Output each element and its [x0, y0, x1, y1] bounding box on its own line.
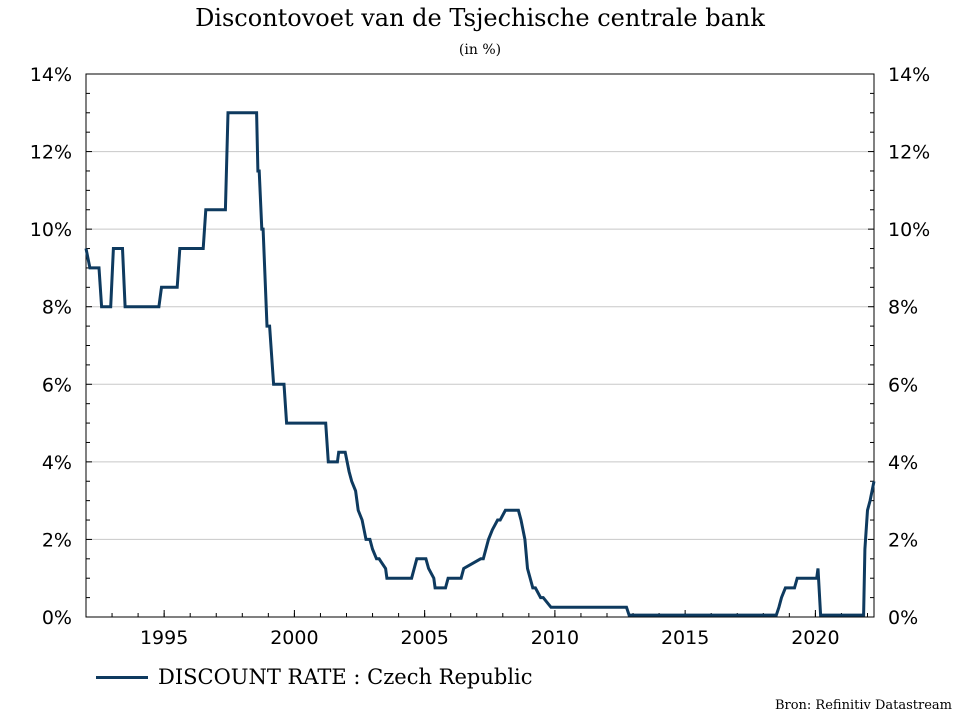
y-tick-label-left: 0% — [42, 607, 72, 629]
legend-label: DISCOUNT RATE : Czech Republic — [158, 665, 533, 689]
y-tick-label-left: 12% — [30, 142, 72, 164]
y-tick-label-right: 0% — [888, 607, 918, 629]
y-tick-label-left: 14% — [30, 64, 72, 86]
axis-ticks — [85, 73, 874, 618]
chart-subtitle: (in %) — [458, 42, 502, 58]
source-note: Bron: Refinitiv Datastream — [774, 698, 952, 713]
y-tick-label-left: 10% — [30, 219, 72, 241]
plot-frame — [85, 73, 875, 618]
y-tick-label-right: 6% — [888, 374, 918, 396]
tick-labels: 0% 0% 2% 2% 4% 4% 6% 6% 8% 8% 10% 10% 12% 12% 14% 14% 19… — [30, 64, 930, 649]
grid-lines — [86, 151, 874, 540]
x-tick-label: 2000 — [270, 627, 318, 649]
y-tick-label-right: 12% — [888, 142, 930, 164]
x-tick-label: 2005 — [400, 627, 448, 649]
x-tick-label: 2020 — [791, 627, 839, 649]
x-tick-label: 2015 — [661, 627, 709, 649]
y-tick-label-right: 14% — [888, 64, 930, 86]
y-tick-label-right: 8% — [888, 297, 918, 319]
y-tick-label-left: 8% — [42, 297, 72, 319]
y-tick-label-left: 6% — [42, 374, 72, 396]
y-tick-label-left: 4% — [42, 452, 72, 474]
y-tick-label-right: 10% — [888, 219, 930, 241]
y-tick-label-right: 2% — [888, 529, 918, 551]
x-tick-label: 2010 — [531, 627, 579, 649]
y-tick-label-right: 4% — [888, 452, 918, 474]
legend: DISCOUNT RATE : Czech Republic — [96, 662, 533, 692]
series-line-discount-rate — [84, 111, 876, 617]
y-tick-label-left: 2% — [42, 529, 72, 551]
chart-title: Discontovoet van de Tsjechische centrale… — [195, 4, 765, 32]
x-tick-label: 1995 — [140, 627, 188, 649]
legend-swatch — [96, 675, 148, 679]
